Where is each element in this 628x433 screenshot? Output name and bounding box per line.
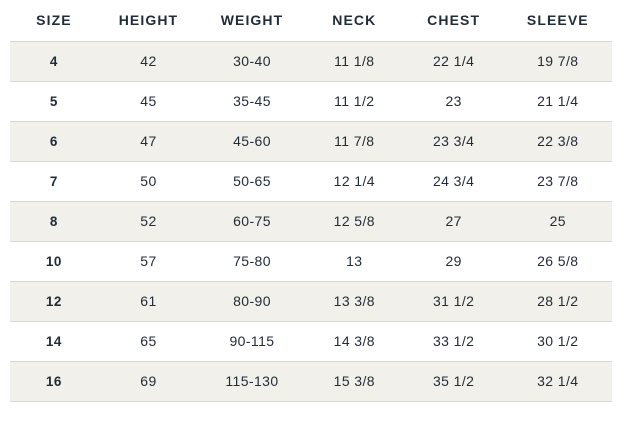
cell-neck: 14 3/8 xyxy=(304,321,404,362)
cell-sleeve: 30 1/2 xyxy=(503,321,612,362)
cell-height: 42 xyxy=(97,41,200,82)
cell-size: 14 xyxy=(10,321,98,362)
table-row: 8 52 60-75 12 5/8 27 25 xyxy=(10,201,612,242)
cell-weight: 90-115 xyxy=(199,321,305,362)
cell-weight: 30-40 xyxy=(199,41,305,82)
cell-height: 47 xyxy=(97,121,200,162)
cell-weight: 45-60 xyxy=(199,121,305,162)
cell-height: 61 xyxy=(97,281,200,322)
table-row: 12 61 80-90 13 3/8 31 1/2 28 1/2 xyxy=(10,281,612,322)
cell-chest: 35 1/2 xyxy=(403,361,504,402)
column-header-size: SIZE xyxy=(10,0,98,42)
cell-chest: 23 3/4 xyxy=(403,121,504,162)
cell-size: 7 xyxy=(10,161,98,202)
cell-size: 8 xyxy=(10,201,98,242)
column-header-weight: WEIGHT xyxy=(199,0,305,42)
column-header-height: HEIGHT xyxy=(97,0,200,42)
size-chart-table: SIZE HEIGHT WEIGHT NECK CHEST SLEEVE 4 4… xyxy=(10,0,612,402)
cell-neck: 11 7/8 xyxy=(304,121,404,162)
cell-weight: 80-90 xyxy=(199,281,305,322)
cell-height: 52 xyxy=(97,201,200,242)
cell-neck: 13 xyxy=(304,241,404,282)
cell-size: 16 xyxy=(10,361,98,402)
cell-neck: 15 3/8 xyxy=(304,361,404,402)
cell-neck: 12 1/4 xyxy=(304,161,404,202)
cell-sleeve: 32 1/4 xyxy=(503,361,612,402)
cell-sleeve: 21 1/4 xyxy=(503,81,612,122)
header-row: SIZE HEIGHT WEIGHT NECK CHEST SLEEVE xyxy=(10,0,612,42)
cell-sleeve: 22 3/8 xyxy=(503,121,612,162)
cell-neck: 12 5/8 xyxy=(304,201,404,242)
table-row: 5 45 35-45 11 1/2 23 21 1/4 xyxy=(10,81,612,122)
column-header-chest: CHEST xyxy=(403,0,504,42)
cell-weight: 50-65 xyxy=(199,161,305,202)
cell-height: 45 xyxy=(97,81,200,122)
cell-height: 57 xyxy=(97,241,200,282)
column-header-sleeve: SLEEVE xyxy=(503,0,612,42)
cell-chest: 33 1/2 xyxy=(403,321,504,362)
cell-height: 50 xyxy=(97,161,200,202)
column-header-neck: NECK xyxy=(304,0,404,42)
cell-neck: 11 1/8 xyxy=(304,41,404,82)
table-row: 7 50 50-65 12 1/4 24 3/4 23 7/8 xyxy=(10,161,612,202)
cell-chest: 23 xyxy=(403,81,504,122)
cell-chest: 31 1/2 xyxy=(403,281,504,322)
cell-sleeve: 28 1/2 xyxy=(503,281,612,322)
cell-sleeve: 19 7/8 xyxy=(503,41,612,82)
table-row: 14 65 90-115 14 3/8 33 1/2 30 1/2 xyxy=(10,321,612,362)
cell-chest: 27 xyxy=(403,201,504,242)
cell-sleeve: 25 xyxy=(503,201,612,242)
cell-weight: 75-80 xyxy=(199,241,305,282)
table-row: 6 47 45-60 11 7/8 23 3/4 22 3/8 xyxy=(10,121,612,162)
cell-sleeve: 26 5/8 xyxy=(503,241,612,282)
size-chart-section: SIZE HEIGHT WEIGHT NECK CHEST SLEEVE 4 4… xyxy=(10,0,612,402)
cell-neck: 11 1/2 xyxy=(304,81,404,122)
cell-height: 69 xyxy=(97,361,200,402)
table-row: 10 57 75-80 13 29 26 5/8 xyxy=(10,241,612,282)
cell-chest: 29 xyxy=(403,241,504,282)
size-chart-body: 4 42 30-40 11 1/8 22 1/4 19 7/8 5 45 35-… xyxy=(10,41,612,402)
cell-chest: 22 1/4 xyxy=(403,41,504,82)
cell-sleeve: 23 7/8 xyxy=(503,161,612,202)
cell-height: 65 xyxy=(97,321,200,362)
table-row: 4 42 30-40 11 1/8 22 1/4 19 7/8 xyxy=(10,41,612,82)
cell-weight: 60-75 xyxy=(199,201,305,242)
cell-weight: 115-130 xyxy=(199,361,305,402)
cell-size: 6 xyxy=(10,121,98,162)
cell-neck: 13 3/8 xyxy=(304,281,404,322)
cell-weight: 35-45 xyxy=(199,81,305,122)
cell-size: 5 xyxy=(10,81,98,122)
table-row: 16 69 115-130 15 3/8 35 1/2 32 1/4 xyxy=(10,361,612,402)
cell-size: 10 xyxy=(10,241,98,282)
cell-chest: 24 3/4 xyxy=(403,161,504,202)
cell-size: 4 xyxy=(10,41,98,82)
cell-size: 12 xyxy=(10,281,98,322)
size-chart-header: SIZE HEIGHT WEIGHT NECK CHEST SLEEVE xyxy=(10,0,612,42)
